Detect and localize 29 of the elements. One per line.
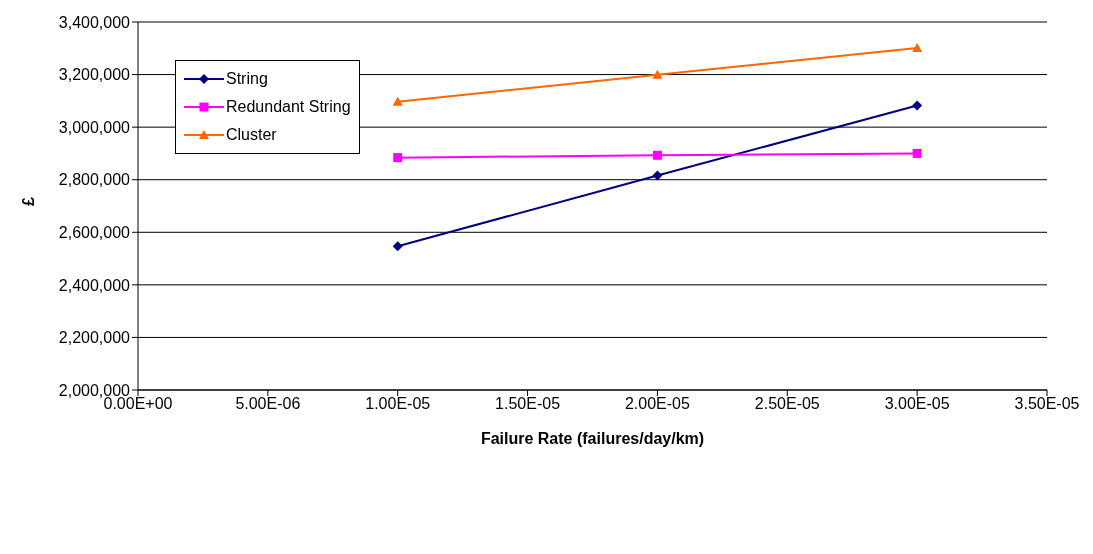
legend-label: Redundant String: [226, 98, 351, 116]
y-tick-label: 2,600,000: [58, 223, 131, 241]
x-tick-label: 3.50E-05: [1014, 395, 1080, 413]
y-tick-label: 3,200,000: [58, 66, 131, 84]
legend-label: Cluster: [226, 126, 277, 144]
point: [912, 148, 922, 158]
legend-label: String: [226, 70, 268, 88]
y-tick-label: 2,800,000: [58, 171, 131, 189]
y-tick-label: 3,000,000: [58, 118, 131, 136]
y-tick-label: 2,200,000: [58, 329, 131, 347]
point: [392, 96, 403, 106]
y-tick-label: 3,400,000: [58, 13, 131, 31]
x-axis-title: Failure Rate (failures/day/km): [480, 430, 705, 447]
y-tick-label: 2,400,000: [58, 276, 131, 294]
point: [652, 170, 663, 181]
x-tick-label: 2.00E-05: [624, 395, 690, 413]
x-tick-label: 2.50E-05: [754, 395, 820, 413]
point: [912, 100, 923, 111]
point: [652, 69, 663, 79]
point: [393, 153, 403, 163]
x-tick-label: 3.00E-05: [884, 395, 950, 413]
x-tick-label: 1.00E-05: [365, 395, 431, 413]
point: [912, 43, 923, 53]
y-axis-title: £: [19, 197, 37, 206]
point: [652, 150, 662, 160]
x-tick-label: 0.00E+00: [103, 395, 173, 413]
point: [392, 241, 403, 252]
x-tick-label: 5.00E-06: [235, 395, 301, 413]
x-tick-label: 1.50E-05: [495, 395, 561, 413]
